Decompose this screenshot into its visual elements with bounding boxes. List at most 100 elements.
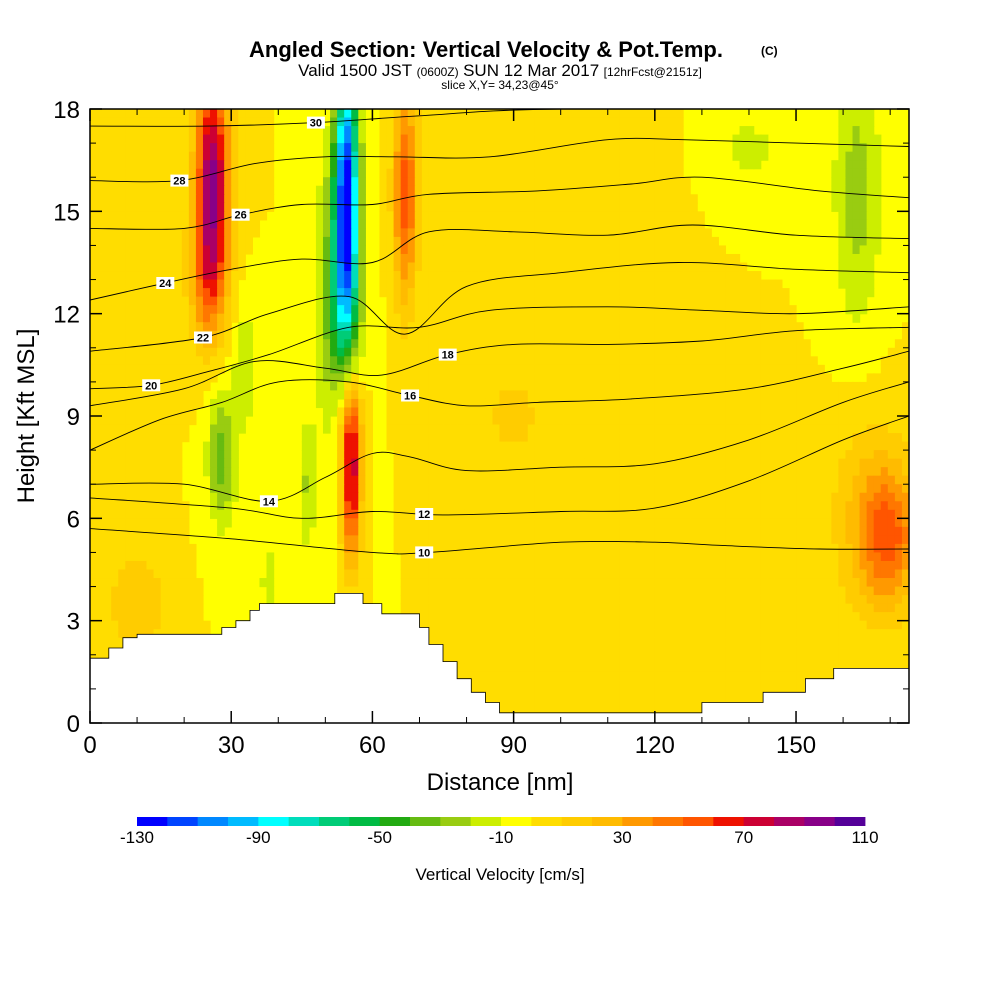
velocity-cell [478, 424, 486, 434]
velocity-cell [322, 134, 331, 144]
velocity-cell [838, 518, 847, 528]
velocity-cell [676, 262, 684, 272]
velocity-cell [167, 373, 176, 383]
velocity-cell [358, 313, 366, 323]
velocity-cell [647, 330, 656, 340]
velocity-cell [852, 211, 861, 221]
velocity-cell [97, 373, 105, 383]
velocity-cell [358, 288, 366, 298]
velocity-cell [344, 356, 352, 366]
velocity-cell [125, 271, 133, 281]
velocity-cell [181, 262, 190, 272]
velocity-cell [534, 117, 543, 127]
velocity-cell [598, 450, 606, 460]
velocity-cell [591, 126, 599, 136]
velocity-cell [796, 424, 804, 434]
velocity-cell [619, 543, 628, 554]
velocity-cell [153, 441, 162, 451]
velocity-cell [577, 407, 585, 417]
velocity-cell [386, 177, 395, 187]
velocity-cell [97, 330, 105, 340]
velocity-cell [647, 492, 656, 502]
velocity-cell [118, 322, 126, 332]
velocity-cell [555, 526, 564, 536]
velocity-cell [831, 177, 839, 187]
velocity-cell [118, 518, 126, 528]
velocity-cell [337, 467, 345, 477]
velocity-cell [527, 518, 536, 528]
velocity-cell [492, 526, 501, 536]
velocity-cell [132, 185, 141, 195]
velocity-cell [640, 433, 649, 443]
velocity-cell [845, 501, 854, 511]
velocity-cell [633, 526, 642, 536]
velocity-cell [224, 347, 232, 357]
velocity-cell [513, 373, 522, 383]
velocity-cell [527, 381, 536, 392]
velocity-cell [577, 475, 585, 485]
velocity-cell [358, 501, 366, 511]
velocity-cell [901, 458, 909, 468]
velocity-cell [810, 492, 818, 502]
velocity-cell [181, 330, 190, 340]
velocity-cell [478, 185, 486, 195]
velocity-cell [838, 475, 847, 485]
velocity-cell [612, 569, 621, 579]
velocity-cell [873, 424, 882, 434]
velocity-cell [683, 484, 691, 494]
velocity-cell [485, 185, 494, 195]
velocity-cell [259, 126, 268, 136]
velocity-cell [195, 364, 204, 374]
velocity-cell [894, 390, 903, 400]
velocity-cell [386, 219, 395, 229]
velocity-cell [428, 441, 437, 451]
velocity-cell [845, 467, 854, 477]
velocity-cell [337, 322, 345, 332]
velocity-cell [471, 433, 479, 443]
velocity-cell [428, 322, 437, 332]
velocity-cell [626, 373, 635, 383]
velocity-cell [174, 381, 183, 392]
velocity-cell [824, 492, 832, 502]
velocity-cell [386, 356, 395, 366]
velocity-cell [210, 339, 218, 349]
velocity-cell [125, 126, 133, 136]
velocity-cell [224, 322, 232, 332]
velocity-cell [760, 535, 769, 545]
velocity-cell [457, 134, 465, 144]
velocity-cell [125, 288, 133, 298]
velocity-cell [619, 288, 628, 298]
velocity-cell [591, 501, 599, 511]
velocity-cell [788, 433, 797, 443]
velocity-cell [90, 117, 98, 127]
velocity-cell [668, 253, 677, 264]
velocity-cell [450, 424, 458, 434]
velocity-cell [541, 526, 550, 536]
velocity-cell [690, 441, 698, 451]
velocity-cell [654, 347, 663, 357]
velocity-cell [478, 560, 486, 571]
velocity-cell [661, 245, 670, 255]
velocity-cell [97, 194, 105, 204]
velocity-cell [224, 501, 232, 511]
velocity-cell [400, 109, 409, 119]
velocity-cell [527, 458, 536, 468]
velocity-cell [167, 364, 176, 374]
velocity-cell [626, 475, 635, 485]
velocity-cell [880, 381, 889, 392]
velocity-cell [188, 569, 197, 579]
velocity-cell [245, 364, 253, 374]
velocity-cell [887, 381, 896, 392]
velocity-cell [365, 424, 374, 434]
velocity-cell [781, 518, 790, 528]
velocity-cell [605, 509, 614, 519]
velocity-cell [195, 211, 204, 221]
velocity-cell [527, 126, 536, 136]
velocity-cell [146, 126, 155, 136]
velocity-cell [139, 322, 148, 332]
velocity-cell [400, 347, 409, 357]
velocity-cell [90, 279, 98, 289]
velocity-cell [732, 390, 741, 400]
velocity-cell [668, 509, 677, 519]
velocity-cell [880, 475, 889, 485]
